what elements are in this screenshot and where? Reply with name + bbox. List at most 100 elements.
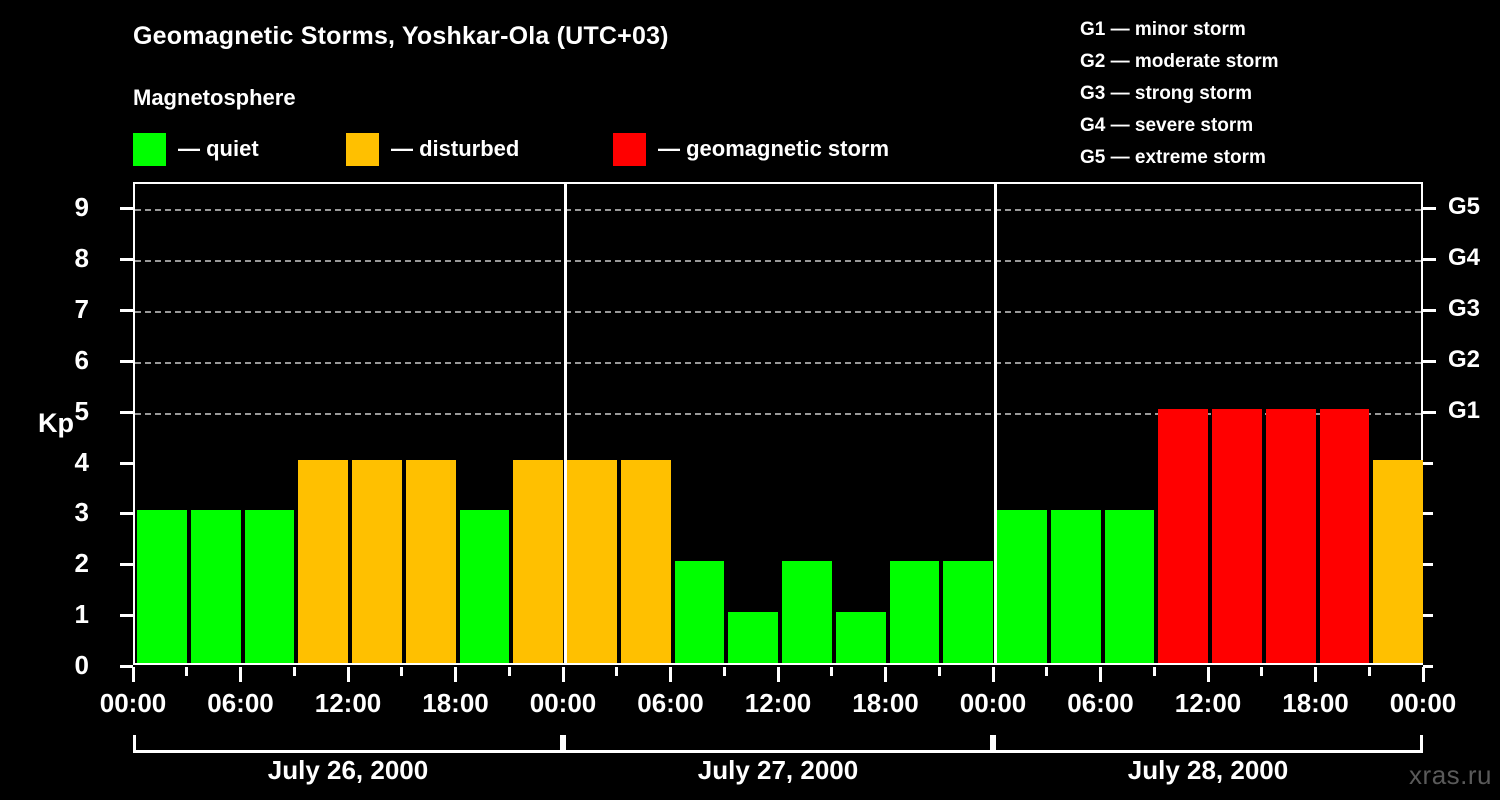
g-tick-label-G2: G2 <box>1448 345 1481 373</box>
gridline-kp-9 <box>135 209 1421 212</box>
kp-bar[interactable] <box>1050 510 1101 663</box>
x-tick-label-6: 12:00 <box>744 688 812 718</box>
kp-bar[interactable] <box>889 561 940 663</box>
g-tick-mark-G2 <box>1423 359 1436 363</box>
x-tick-mark-4 <box>561 667 565 682</box>
kp-bar[interactable] <box>1158 408 1208 663</box>
g-scale-legend: G1 — minor storm G2 — moderate storm G3 — … <box>1080 14 1279 174</box>
g-tick-mark-G4 <box>1423 258 1436 262</box>
kp-bar[interactable] <box>620 459 671 663</box>
y-tick-mark-2 <box>120 563 133 567</box>
kp-bar[interactable] <box>298 459 348 663</box>
y-tick-mark-9 <box>120 207 133 211</box>
kp-bar[interactable] <box>835 612 886 663</box>
x-tick-label-5: 06:00 <box>637 688 704 718</box>
g-legend-row-4: G4 — severe storm <box>1080 115 1254 136</box>
g-legend-row-1: G1 — minor storm <box>1080 19 1246 40</box>
kp-bar[interactable] <box>1319 408 1370 663</box>
legend-swatch-disturbed <box>346 132 379 166</box>
kp-bar[interactable] <box>567 459 617 663</box>
x-tick-label-3: 18:00 <box>422 688 489 718</box>
kp-bar[interactable] <box>137 510 187 663</box>
kp-bar[interactable] <box>190 510 241 663</box>
y-tick-mark-1 <box>120 614 133 618</box>
legend-label-disturbed: — disturbed <box>391 136 520 161</box>
y-tick-mark-4 <box>120 461 133 465</box>
x-tick-label-2: 12:00 <box>314 688 382 718</box>
day-label-2: July 27, 2000 <box>697 755 859 785</box>
g-tick-label-G1: G1 <box>1448 396 1481 424</box>
y-tick-label-2: 2 <box>74 548 89 579</box>
y-tick-label-4: 4 <box>74 446 89 477</box>
y-tick-label-0: 0 <box>74 650 89 680</box>
gridline-kp-6 <box>135 361 1421 364</box>
g-tick-label-G4: G4 <box>1448 244 1481 272</box>
g-legend-row-3: G3 — strong storm <box>1080 83 1253 104</box>
kp-bar[interactable] <box>728 612 778 663</box>
g-tick-mark-minor-2 <box>1423 563 1433 567</box>
y-tick-label-7: 7 <box>74 294 89 325</box>
x-tick-label-9: 06:00 <box>1067 688 1134 718</box>
x-tick-mark-minor-11 <box>722 667 726 676</box>
kp-bar[interactable] <box>244 510 295 663</box>
kp-bar[interactable] <box>352 459 402 663</box>
g-tick-mark-G1 <box>1423 410 1436 414</box>
x-tick-label-10: 12:00 <box>1174 688 1242 718</box>
kp-bar[interactable] <box>1212 408 1262 663</box>
day-bracket-2 <box>563 735 993 753</box>
x-tick-mark-minor-17 <box>1045 667 1049 676</box>
y-tick-label-5: 5 <box>74 395 89 426</box>
kp-bar[interactable] <box>782 561 832 663</box>
kp-bar[interactable] <box>459 510 510 663</box>
kp-bar[interactable] <box>1104 510 1155 663</box>
kp-bar[interactable] <box>1373 459 1423 663</box>
x-tick-mark-minor-23 <box>1367 667 1371 676</box>
legend-label-geomagnetic-storm: — geomagnetic storm <box>658 136 890 161</box>
x-tick-label-12: 00:00 <box>1389 688 1457 718</box>
day-separator-2 <box>993 184 997 663</box>
x-tick-mark-3 <box>454 667 457 682</box>
g-legend-row-5: G5 — extreme storm <box>1080 147 1266 168</box>
y-tick-label-8: 8 <box>74 243 89 274</box>
y-tick-mark-0 <box>120 665 133 668</box>
legend-swatch-geomagnetic-storm <box>613 132 646 166</box>
plot-inner <box>135 184 1423 663</box>
x-tick-mark-minor-13 <box>830 667 834 676</box>
g-tick-mark-minor-0 <box>1423 665 1433 668</box>
x-tick-label-7: 18:00 <box>852 688 919 718</box>
y-axis-title: Kp <box>38 408 74 438</box>
x-tick-mark-7 <box>884 667 887 682</box>
day-separator-1 <box>563 184 567 663</box>
kp-bar[interactable] <box>405 459 456 663</box>
watermark: xras.ru <box>1409 760 1492 790</box>
y-tick-label-6: 6 <box>74 344 89 375</box>
legend-swatch-quiet <box>133 132 166 166</box>
kp-bar[interactable] <box>674 561 725 663</box>
page-title: Geomagnetic Storms, Yoshkar-Ola (UTC+03) <box>133 22 669 50</box>
g-tick-label-G3: G3 <box>1448 295 1481 323</box>
g-tick-label-G5: G5 <box>1448 193 1481 221</box>
x-tick-mark-10 <box>1206 667 1210 682</box>
x-tick-label-1: 06:00 <box>207 688 274 718</box>
kp-bar[interactable] <box>997 510 1047 663</box>
g-tick-mark-minor-1 <box>1423 614 1433 618</box>
y-tick-mark-3 <box>120 512 133 516</box>
x-tick-mark-minor-5 <box>400 667 404 676</box>
y-tick-mark-5 <box>120 410 133 414</box>
x-tick-mark-2 <box>346 667 350 682</box>
x-tick-label-8: 00:00 <box>959 688 1027 718</box>
kp-bar[interactable] <box>943 561 993 663</box>
chart-subtitle: Magnetosphere <box>133 85 296 110</box>
x-tick-mark-minor-9 <box>615 667 619 676</box>
kp-bar[interactable] <box>1265 408 1316 663</box>
kp-bar[interactable] <box>513 459 563 663</box>
x-tick-mark-8 <box>991 667 995 682</box>
legend-entry-quiet: — quiet <box>133 130 259 168</box>
g-legend-row-2: G2 — moderate storm <box>1080 51 1279 72</box>
legend-entry-disturbed: — disturbed <box>346 130 519 168</box>
g-tick-mark-G3 <box>1423 309 1436 313</box>
y-tick-label-9: 9 <box>74 192 89 223</box>
x-tick-label-0: 00:00 <box>99 688 167 718</box>
y-tick-label-1: 1 <box>74 599 89 630</box>
g-tick-mark-minor-4 <box>1423 461 1433 465</box>
